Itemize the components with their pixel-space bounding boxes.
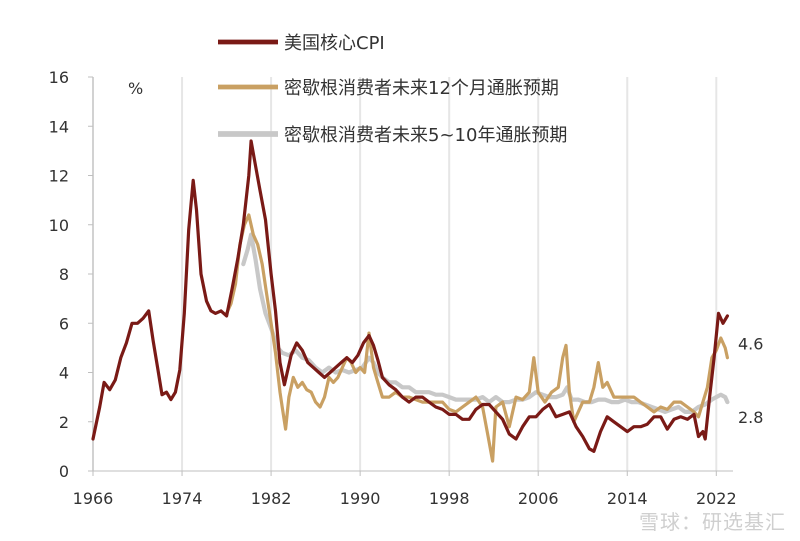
y-tick-label: 6 [59,314,69,333]
x-tick-label: 1982 [251,489,292,508]
x-tick-label: 2006 [518,489,559,508]
series-line [225,213,729,463]
y-tick-label: 2 [59,413,69,432]
watermark: 雪球：研选基汇 [639,510,786,534]
x-axis: 1966 1974 1982 1990 1998 2006 2014 2022 [73,470,737,508]
x-tick-label: 1998 [429,489,470,508]
end-label: 4.6 [738,335,763,354]
x-tick-label: 1990 [340,489,381,508]
x-tick-label: 2014 [607,489,648,508]
unit-label: % [128,79,143,98]
y-tick-label: 4 [59,364,69,383]
legend-label: 美国核心CPI [284,33,385,54]
y-tick-label: 12 [49,167,69,186]
x-tick-label: 2022 [696,489,737,508]
legend-label: 密歇根消费者未来12个月通胀预期 [284,78,559,99]
y-tick-label: 10 [49,216,69,235]
end-label: 2.8 [738,408,763,427]
y-tick-label: 0 [59,462,69,481]
end-labels: 4.6 2.8 [738,335,763,427]
y-tick-label: 16 [49,68,69,87]
y-tick-label: 8 [59,265,69,284]
y-tick-label: 14 [49,117,69,136]
legend-label: 密歇根消费者未来5~10年通胀预期 [284,125,567,146]
y-axis: 0 2 4 6 8 10 12 14 16 [49,68,94,481]
series-lines [91,139,730,463]
series-line [241,232,730,414]
series-line [91,139,729,453]
x-tick-label: 1974 [162,489,203,508]
x-tick-label: 1966 [73,489,114,508]
